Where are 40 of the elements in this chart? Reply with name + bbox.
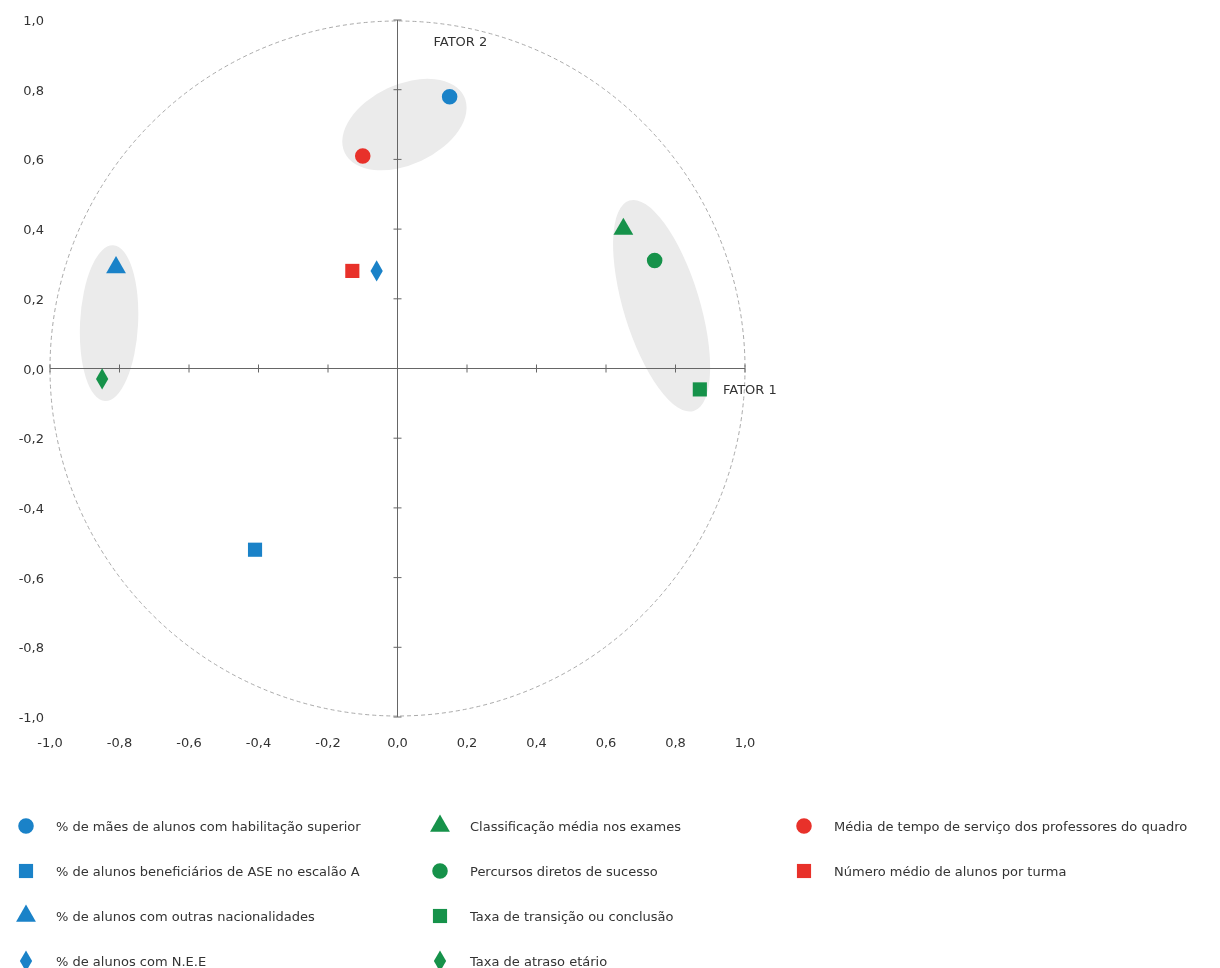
legend-label: Percursos diretos de sucesso	[470, 864, 658, 879]
y-tick-label: 0,2	[23, 291, 44, 307]
y-tick-label: -1,0	[18, 710, 44, 725]
legend-label: % de alunos com outras nacionalidades	[56, 909, 315, 924]
point	[247, 542, 263, 557]
x-tick-label: -0,6	[176, 735, 202, 750]
point	[345, 263, 360, 278]
legend-label: % de mães de alunos com habilitação superior	[56, 819, 362, 834]
point	[646, 252, 663, 269]
x-tick-label: -0,2	[315, 735, 341, 750]
y-tick-label: 0,8	[23, 82, 44, 98]
y-tick-label: -0,8	[18, 640, 44, 656]
x-tick-label: -0,8	[106, 735, 133, 750]
legend-label: Taxa de atraso etário	[469, 954, 608, 968]
y-tick-label: 0,6	[23, 152, 44, 168]
x-tick-label: 0,2	[456, 735, 478, 750]
legend-label: Classificação média nos exames	[470, 819, 682, 834]
x-tick-label: -0,4	[245, 735, 272, 750]
y-tick-label: 0,4	[23, 222, 44, 238]
y-tick-label: -0,2	[18, 431, 44, 447]
y-axis-title: FATOR 2	[433, 34, 488, 49]
x-tick-label: 0,4	[526, 735, 547, 750]
y-tick-label: 1,0	[23, 13, 44, 28]
legend-label: Média de tempo de serviço dos professores do quadro	[834, 819, 1188, 834]
x-tick-label: 0,0	[387, 735, 408, 750]
point	[692, 382, 707, 397]
legend-label: Número médio de alunos por turma	[834, 864, 1067, 879]
y-tick-label: -0,6	[18, 570, 44, 586]
legend-label: % de alunos com N.E.E	[56, 954, 207, 968]
x-tick-label: 0,6	[595, 735, 617, 750]
x-axis-title: FATOR 1	[723, 381, 777, 397]
x-tick-label: 0,8	[665, 735, 686, 750]
y-tick-label: -0,4	[18, 500, 44, 516]
x-tick-label: -1,0	[37, 735, 63, 750]
legend-label: % de alunos beneficiários de ASE no escalão A	[56, 864, 360, 879]
y-tick-label: 0,0	[23, 361, 44, 377]
legend-label: Taxa de transição ou conclusão	[469, 909, 674, 924]
point	[354, 148, 371, 164]
x-tick-label: 1,0	[734, 735, 756, 750]
point	[441, 88, 458, 105]
